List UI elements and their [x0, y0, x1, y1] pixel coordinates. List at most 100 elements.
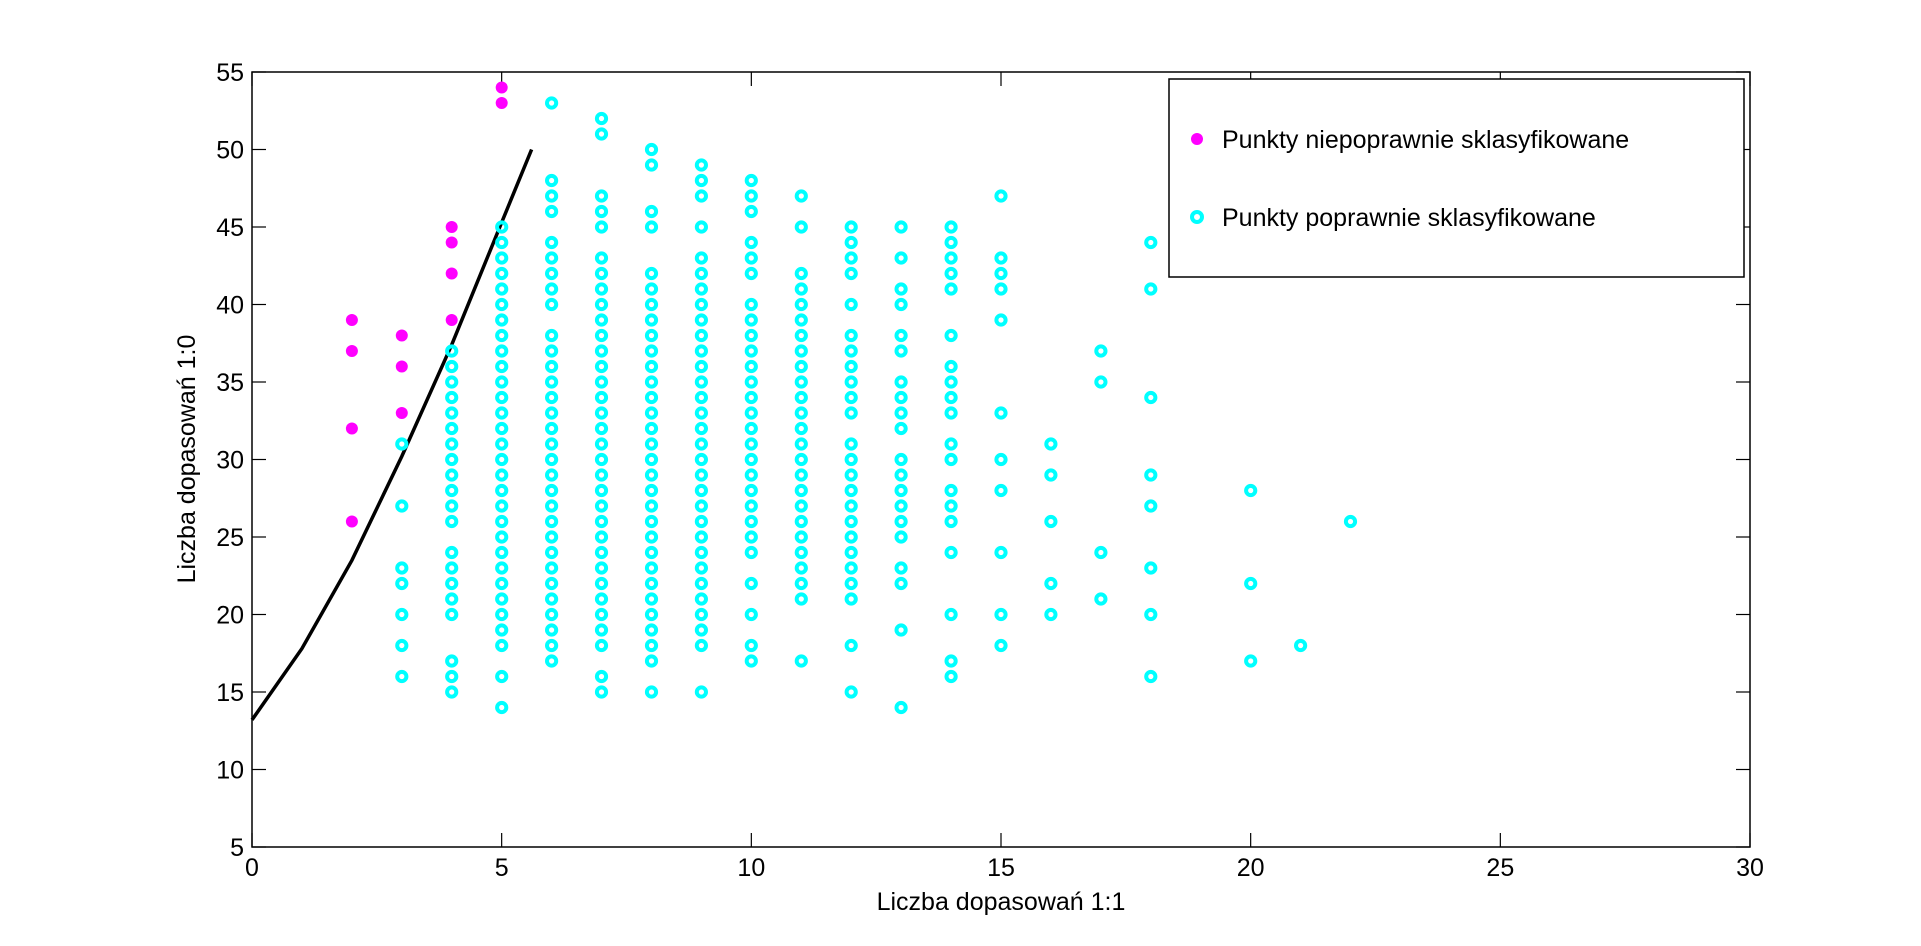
incorrect-point — [445, 267, 458, 280]
correct-point — [545, 623, 559, 637]
correct-point — [694, 173, 709, 188]
correct-point — [395, 638, 409, 653]
correct-point — [594, 375, 609, 389]
correct-point — [545, 189, 559, 203]
legend-label-correct: Punkty poprawnie sklasyfikowane — [1222, 204, 1596, 232]
correct-point — [794, 576, 808, 591]
correct-point — [794, 359, 808, 374]
correct-point — [844, 499, 858, 513]
correct-point — [694, 266, 709, 281]
correct-point — [545, 328, 559, 343]
correct-point — [594, 483, 609, 498]
correct-point — [794, 313, 808, 327]
correct-point — [644, 514, 659, 529]
y-tick-label: 20 — [216, 602, 244, 630]
incorrect-point — [445, 221, 458, 233]
correct-point — [744, 452, 758, 467]
correct-point — [844, 359, 858, 374]
correct-point — [844, 297, 858, 312]
correct-point — [744, 173, 758, 188]
correct-point — [1094, 375, 1108, 389]
correct-point — [694, 514, 709, 529]
correct-point — [844, 576, 858, 591]
correct-point — [894, 251, 908, 265]
correct-point — [894, 576, 908, 591]
correct-point — [594, 266, 609, 281]
correct-point — [1094, 344, 1108, 358]
correct-point — [445, 437, 459, 451]
correct-point — [445, 576, 459, 591]
correct-point — [545, 654, 559, 668]
correct-point — [794, 561, 808, 575]
correct-point — [694, 344, 709, 358]
correct-point — [944, 669, 958, 684]
correct-point — [794, 406, 808, 420]
correct-point — [644, 499, 659, 513]
correct-point — [594, 406, 609, 420]
correct-point — [694, 313, 709, 327]
correct-point — [744, 530, 758, 544]
incorrect-point — [445, 236, 458, 249]
correct-point — [794, 654, 808, 668]
correct-point — [545, 282, 559, 296]
correct-point — [944, 235, 958, 250]
correct-point — [694, 499, 709, 513]
incorrect-point — [395, 407, 408, 419]
y-tick-label: 35 — [216, 369, 244, 397]
correct-point — [594, 127, 609, 141]
correct-point — [495, 669, 509, 684]
correct-point — [894, 344, 908, 358]
correct-point — [545, 297, 559, 312]
correct-point — [844, 344, 858, 358]
correct-point — [844, 545, 858, 560]
correct-point — [794, 483, 808, 498]
correct-point — [794, 189, 808, 203]
correct-point — [744, 437, 758, 451]
correct-point — [644, 375, 659, 389]
y-tick-label: 5 — [230, 834, 244, 862]
correct-point — [545, 638, 559, 653]
correct-point — [495, 266, 509, 281]
correct-point — [545, 266, 559, 281]
correct-point — [1144, 561, 1158, 575]
correct-point — [844, 638, 858, 653]
correct-point — [694, 189, 709, 203]
correct-point — [894, 561, 908, 575]
correct-point — [1094, 592, 1108, 606]
correct-point — [1144, 499, 1158, 513]
correct-point — [944, 390, 958, 405]
x-tick-label: 20 — [1237, 854, 1265, 882]
correct-point — [844, 592, 858, 606]
incorrect-point — [345, 345, 358, 357]
correct-point — [694, 390, 709, 405]
correct-point — [395, 437, 409, 451]
correct-point — [894, 220, 908, 234]
correct-point — [744, 313, 758, 327]
x-tick-label: 10 — [737, 854, 765, 882]
correct-point — [545, 530, 559, 544]
y-tick-label: 50 — [216, 137, 244, 165]
incorrect-point — [495, 81, 508, 94]
correct-point — [644, 421, 659, 436]
correct-point — [445, 406, 459, 420]
correct-point — [744, 545, 758, 560]
correct-point — [495, 375, 509, 389]
correct-point — [395, 669, 409, 684]
correct-point — [694, 638, 709, 653]
correct-point — [495, 700, 509, 715]
correct-point — [1244, 483, 1258, 498]
correct-point — [644, 158, 659, 172]
legend-label-incorrect: Punkty niepoprawnie sklasyfikowane — [1222, 126, 1629, 154]
correct-point — [794, 390, 808, 405]
correct-point — [594, 685, 609, 699]
correct-point — [744, 375, 758, 389]
correct-point — [644, 452, 659, 467]
correct-point — [794, 468, 808, 482]
legend-marker-incorrect — [1191, 133, 1203, 145]
correct-point — [594, 468, 609, 482]
correct-point — [644, 576, 659, 591]
correct-point — [694, 421, 709, 436]
correct-point — [594, 530, 609, 544]
y-axis: 5 10 15 20 25 30 35 40 45 50 55 — [216, 59, 1750, 862]
correct-point — [594, 282, 609, 296]
